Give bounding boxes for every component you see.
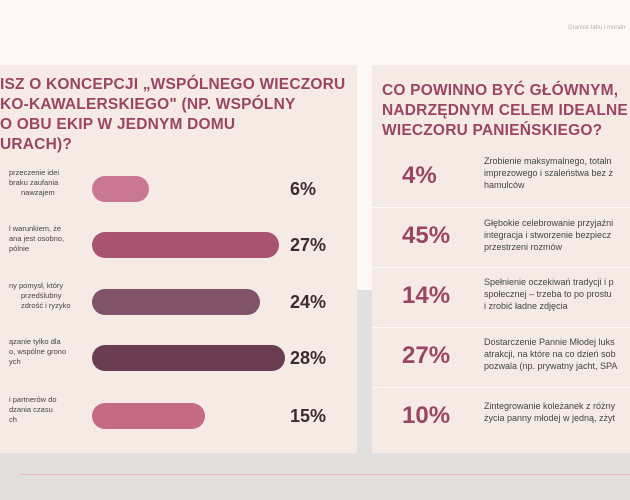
left-title-line: O OBU EKIP W JEDNYM DOMU — [0, 116, 236, 133]
right-title-line: NADRZĘDNYM CELEM IDEALNE — [382, 102, 628, 119]
answer-text-line: imprezowego i szaleństwa bez ż — [484, 168, 614, 178]
answer-text-line: atrakcji, na które na co dzień sob — [484, 349, 616, 359]
right-title-line: WIECZORU PANIEŃSKIEGO? — [382, 122, 603, 139]
answer-row: 27% Dostarczenie Pannie Młodej luks atra… — [372, 328, 630, 388]
footer-accent-line — [20, 474, 630, 475]
answer-percent: 27% — [402, 342, 451, 369]
row-divider — [372, 327, 630, 328]
answer-text-line: pozwala (np. prywatny jacht, SPA — [484, 361, 618, 371]
answer-row: i partnerów do dzania czasu ch 15% — [0, 395, 357, 435]
answer-text-line: l warunkiem, że — [9, 224, 62, 233]
answer-text: Zintegrowanie koleżanek z różny życia pa… — [484, 400, 615, 424]
answer-text-line: Dostarczenie Pannie Młodej luks — [484, 337, 615, 347]
left-question-panel: ISZ O KONCEPCJI „WSPÓLNEGO WIECZORU KO-K… — [0, 65, 357, 453]
answer-text-line: hamulców — [484, 180, 525, 190]
answer-text-line: ązanie tylko dla — [9, 337, 61, 346]
answer-row: ny pomysł, który przedślubny zdrość i ry… — [0, 281, 357, 321]
answer-text-line: przedślubny — [21, 291, 62, 300]
row-divider — [372, 387, 630, 388]
answer-text-line: przeczenie idei — [9, 168, 60, 177]
answer-row: l warunkiem, że ana jest osobno, pólnie … — [0, 224, 357, 264]
answer-text-line: braku zaufania — [9, 178, 59, 187]
right-title-line: CO POWINNO BYĆ GŁÓWNYM, — [382, 82, 619, 99]
answer-text-line: Spełnienie oczekiwań tradycji i p — [484, 277, 614, 287]
right-question-title: CO POWINNO BYĆ GŁÓWNYM, NADRZĘDNYM CELEM… — [382, 81, 628, 141]
row-divider — [372, 267, 630, 268]
answer-text-line: społecznej – trzeba to po prostu — [484, 289, 612, 299]
answer-row: 10% Zintegrowanie koleżanek z różny życi… — [372, 388, 630, 448]
answer-text: Dostarczenie Pannie Młodej luks atrakcji… — [484, 336, 617, 372]
answer-text-line: życia panny młodej w jedną, zżyt — [484, 413, 616, 423]
header-tag: Granice tabu i moraln — [568, 25, 626, 31]
answer-row: ązanie tylko dla o, wspólne grono ych 28… — [0, 337, 357, 377]
answer-percent: 14% — [402, 282, 451, 309]
answer-text-line: przestrzeni rozmów — [484, 242, 563, 252]
answer-bar — [92, 232, 279, 258]
answer-text: ązanie tylko dla o, wspólne grono ych — [0, 337, 66, 367]
answer-text-line: ny pomysł, który — [9, 281, 64, 290]
answer-text-line: ych — [9, 357, 21, 366]
answer-text-line: integracja i stworzenie bezpiecz — [484, 230, 612, 240]
answer-text-line: Głębokie celebrowanie przyjaźni — [484, 218, 614, 228]
answer-percent: 28% — [290, 348, 327, 368]
answer-bar — [92, 345, 285, 371]
answer-text-line: ch — [9, 415, 17, 424]
answer-bar — [92, 289, 261, 315]
answer-percent: 6% — [290, 179, 317, 199]
answer-bar — [92, 176, 150, 202]
answer-text: przeczenie idei braku zaufania nawzajem — [0, 168, 59, 198]
answer-text-line: Zintegrowanie koleżanek z różny — [484, 401, 616, 411]
answer-text: Głębokie celebrowanie przyjaźni integrac… — [484, 217, 613, 253]
right-question-panel: CO POWINNO BYĆ GŁÓWNYM, NADRZĘDNYM CELEM… — [372, 65, 630, 453]
left-title-line: ISZ O KONCEPCJI „WSPÓLNEGO WIECZORU — [0, 76, 346, 93]
answer-row: 45% Głębokie celebrowanie przyjaźni inte… — [372, 208, 630, 268]
answer-text-line: i partnerów do — [9, 395, 57, 404]
answer-text-line: nawzajem — [21, 188, 55, 197]
answer-text-line: Zrobienie maksymalnego, totaln — [484, 156, 612, 166]
left-title-line: KO-KAWALERSKIEGO" (NP. WSPÓLNY — [0, 96, 296, 113]
answer-percent: 10% — [402, 402, 451, 429]
answer-percent: 24% — [290, 292, 327, 312]
answer-row: przeczenie idei braku zaufania nawzajem … — [0, 168, 357, 208]
answer-text-line: pólnie — [9, 244, 30, 253]
answer-percent: 15% — [290, 406, 327, 426]
answer-text: i partnerów do dzania czasu ch — [0, 395, 57, 425]
answer-bar — [92, 403, 205, 429]
answer-text-line: i zrobić ładne zdjęcia — [484, 301, 568, 311]
answer-text-line: o, wspólne grono — [9, 347, 67, 356]
answer-text: Zrobienie maksymalnego, totaln imprezowe… — [484, 155, 613, 191]
answer-text-line: dzania czasu — [9, 405, 53, 414]
answer-percent: 45% — [402, 222, 451, 249]
answer-text: Spełnienie oczekiwań tradycji i p społec… — [484, 276, 614, 312]
answer-text-line: ana jest osobno, — [9, 234, 65, 243]
row-divider — [372, 207, 630, 208]
answer-row: 4% Zrobienie maksymalnego, totaln imprez… — [372, 148, 630, 208]
answer-row: 14% Spełnienie oczekiwań tradycji i p sp… — [372, 268, 630, 328]
answer-percent: 27% — [290, 235, 327, 255]
left-question-title: ISZ O KONCEPCJI „WSPÓLNEGO WIECZORU KO-K… — [0, 75, 345, 155]
answer-text: l warunkiem, że ana jest osobno, pólnie — [0, 224, 64, 254]
answer-percent: 4% — [402, 162, 437, 189]
answer-text: ny pomysł, który przedślubny zdrość i ry… — [0, 281, 71, 311]
left-title-line: URACH)? — [0, 136, 72, 153]
answer-text-line: zdrość i ryzyko — [21, 301, 71, 310]
